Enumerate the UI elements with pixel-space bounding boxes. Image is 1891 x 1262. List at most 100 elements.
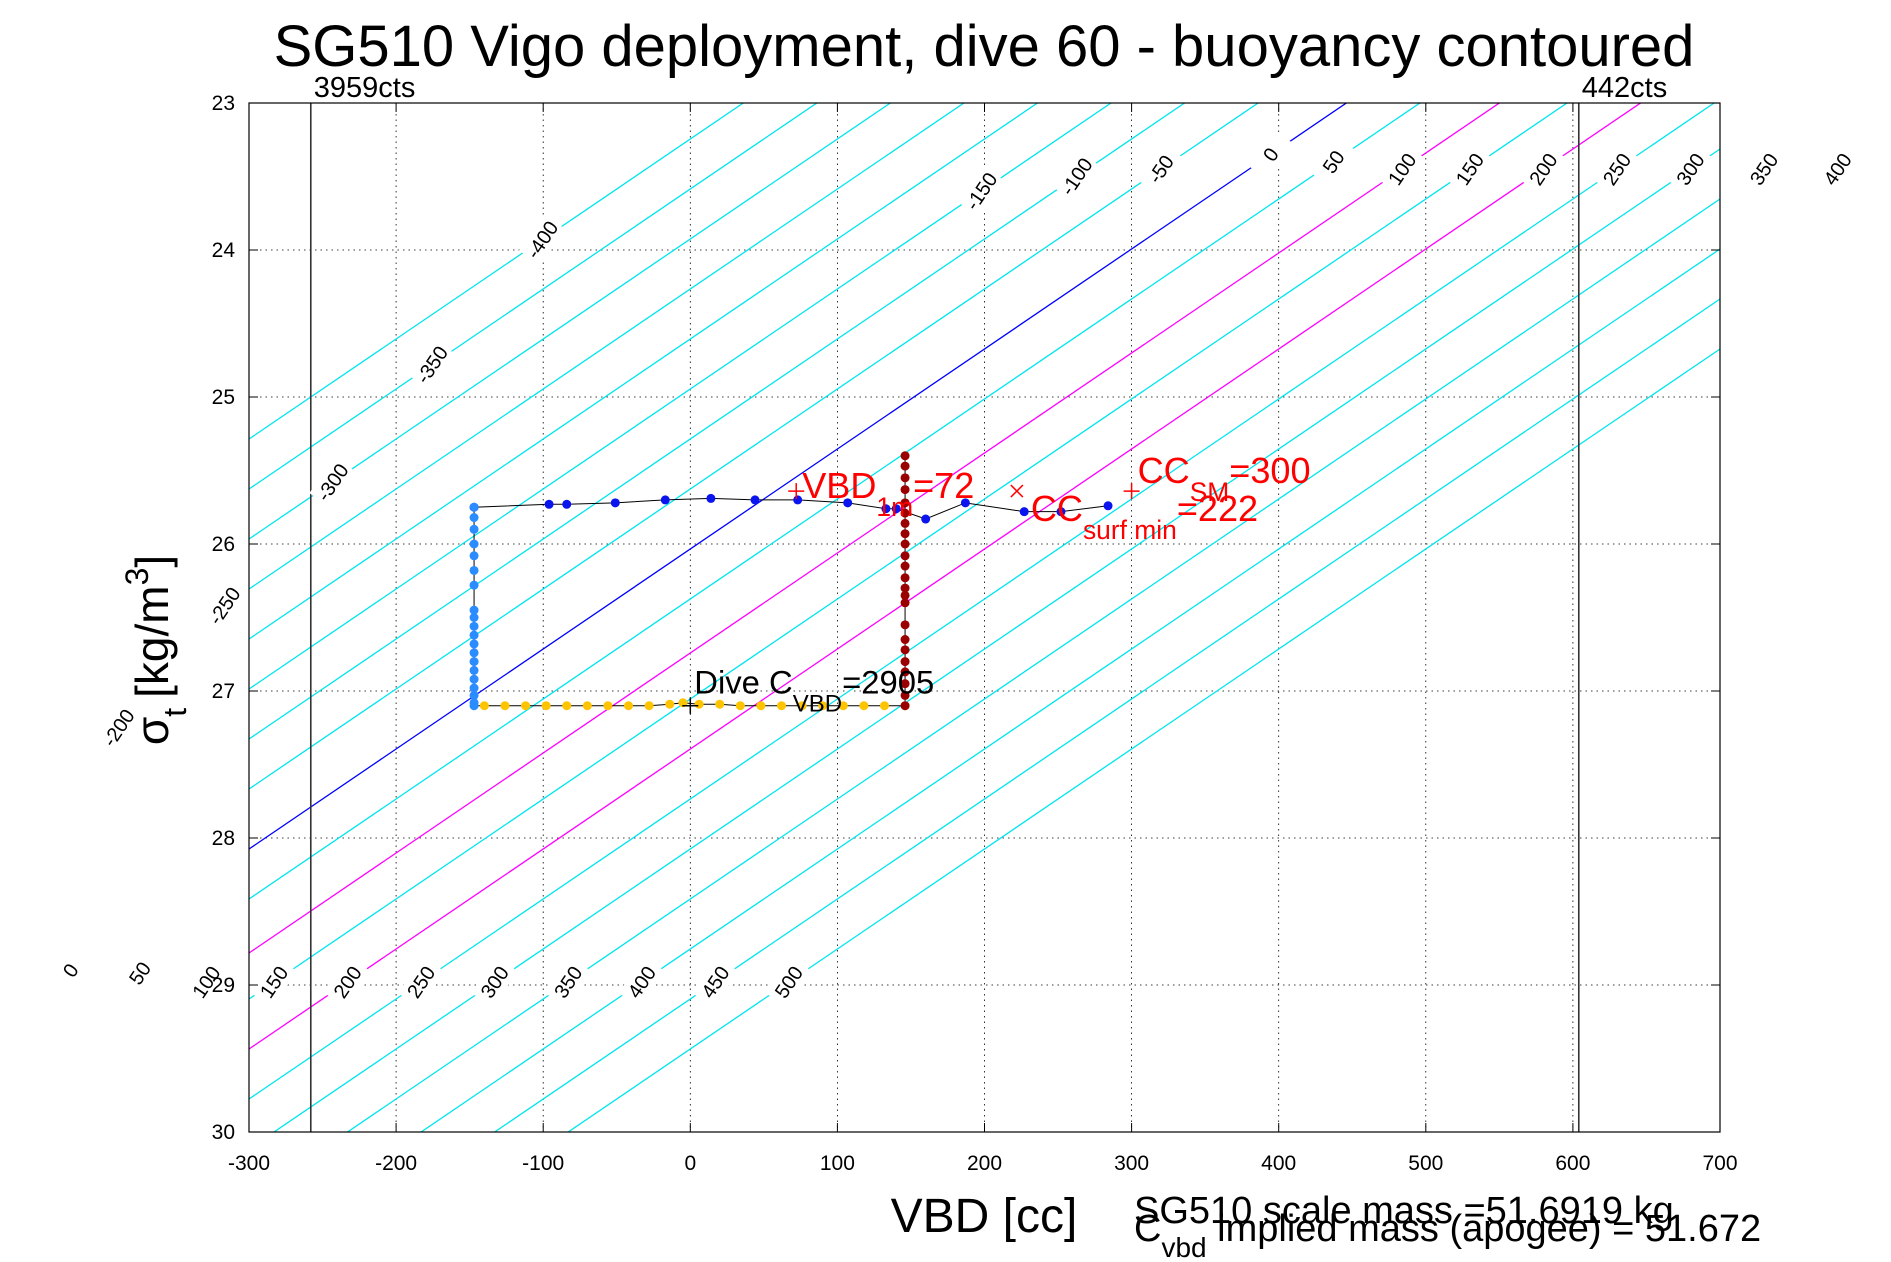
y-tick-label: 26	[212, 533, 235, 556]
annotation-label: CCsurf min=222	[1031, 488, 1258, 545]
dive-point	[900, 657, 910, 667]
x-tick-label: 300	[1114, 1152, 1149, 1175]
dive-point	[469, 605, 479, 615]
dive-point	[960, 498, 970, 508]
dive-point	[900, 485, 910, 495]
dive-point	[469, 665, 479, 675]
dive-series	[469, 451, 1113, 711]
dive-point	[735, 701, 745, 711]
dive-point	[900, 690, 910, 700]
dive-point	[900, 508, 910, 518]
x-tick-label: -100	[522, 1152, 564, 1175]
dive-point	[900, 598, 910, 608]
x-tick-label: 700	[1702, 1152, 1737, 1175]
dive-point	[900, 679, 910, 689]
contour-label-bg	[1446, 143, 1493, 195]
dive-point	[469, 657, 479, 667]
y-label-units: [kg/m	[126, 585, 178, 697]
dive-point	[469, 524, 479, 534]
contour-line	[249, 103, 1113, 690]
dive-point	[900, 473, 910, 483]
dive-point	[469, 580, 479, 590]
contour-line	[249, 103, 745, 440]
dive-point	[469, 683, 479, 693]
axis-ticks: -300 -200 -100 0 100 200 300 400 500 600 700 23 24 25…	[212, 92, 1738, 1175]
annotation-value: =2905	[842, 664, 934, 701]
dive-point	[562, 499, 572, 509]
dive-point	[900, 667, 910, 677]
contour-line	[249, 103, 1348, 850]
dive-point	[706, 493, 716, 503]
annotation-value: =300	[1229, 450, 1310, 491]
contour-label-bg	[1740, 143, 1788, 195]
contour-line	[249, 103, 1422, 900]
dive-point	[562, 701, 572, 711]
dive-point	[469, 513, 479, 523]
count-limit-label: 3959cts	[314, 72, 416, 104]
contour-line	[272, 148, 1720, 1132]
dive-point	[900, 635, 910, 645]
implied-mass-text: Cvbd implied mass (apogee) = 51.672	[1134, 1208, 1761, 1262]
dive-point	[900, 573, 910, 583]
dive-point	[521, 701, 531, 711]
y-label-sub: t	[157, 708, 193, 717]
dive-point	[660, 495, 670, 505]
contour-label-bg	[1814, 143, 1861, 195]
contour-label-bg	[250, 956, 298, 1008]
contour-line	[249, 103, 1716, 1100]
x-tick-label: 500	[1408, 1152, 1443, 1175]
dive-point	[900, 583, 910, 593]
contour-label-bg	[309, 456, 356, 508]
y-tick-label: 23	[212, 92, 235, 115]
contour-label-bg	[1053, 150, 1100, 203]
y-tick-label: 30	[212, 1121, 235, 1144]
annotation-main: CC	[1031, 488, 1083, 529]
dive-point	[469, 648, 479, 658]
contour-label-bg	[1667, 143, 1714, 195]
chart-title: SG510 Vigo deployment, dive 60 - buoyanc…	[274, 14, 1695, 79]
implied-mass-sub: vbd	[1161, 1232, 1206, 1262]
y-axis-label: σt [kg/m3]	[119, 555, 193, 745]
contour-label-bg	[397, 956, 445, 1008]
dive-point	[891, 504, 901, 514]
contour-line	[249, 103, 1260, 790]
contour-label-bg	[1310, 136, 1357, 188]
annotation-label: CCSM=300	[1138, 450, 1311, 507]
dive-point	[900, 701, 910, 711]
y-tick-label: 29	[212, 974, 235, 997]
contour-line	[249, 103, 1039, 640]
contour-label-bg	[1137, 143, 1184, 195]
dive-point	[500, 701, 510, 711]
annotation-main: CC	[1138, 450, 1190, 491]
dive-point	[859, 701, 869, 711]
annotation-main: VBD	[802, 465, 876, 506]
x-tick-label: -300	[228, 1152, 270, 1175]
annotation-main: Dive C	[694, 664, 792, 701]
dive-point	[469, 551, 479, 561]
annotation-sub: VBD	[793, 691, 842, 718]
annotation-label: VBD1m=72	[802, 465, 974, 522]
dive-point	[900, 498, 910, 508]
implied-mass-rest: implied mass (apogee) = 51.672	[1207, 1208, 1762, 1250]
contour-label-bg	[95, 702, 142, 754]
annotation-label: Dive CVBD=2905	[694, 664, 934, 718]
dive-point	[818, 701, 828, 711]
scale-mass-text: SG510 scale mass =51.6919 kg	[1134, 1190, 1674, 1232]
dive-point	[900, 620, 910, 630]
contour-line	[249, 103, 1569, 1000]
contour-line	[419, 248, 1720, 1132]
dive-point	[900, 539, 910, 549]
x-tick-label: 600	[1555, 1152, 1590, 1175]
dive-point	[777, 701, 787, 711]
dive-point	[469, 621, 479, 631]
y-tick-label: 25	[212, 386, 235, 409]
contour-label-bg	[324, 956, 371, 1008]
dive-point	[900, 645, 910, 655]
dive-point	[694, 699, 704, 709]
annotation-sub: SM	[1190, 477, 1230, 507]
y-tick-label: 28	[212, 827, 235, 850]
contour-label-bg	[47, 944, 94, 996]
dive-point	[881, 504, 891, 514]
